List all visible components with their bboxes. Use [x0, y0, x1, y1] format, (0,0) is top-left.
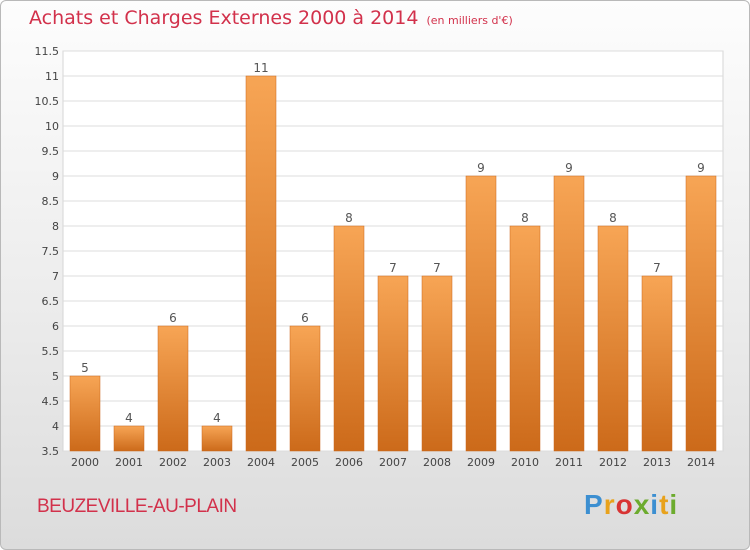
y-tick-label: 7.5 [42, 245, 60, 258]
chart-title: Achats et Charges Externes 2000 à 2014 [29, 7, 419, 29]
bar [509, 225, 541, 452]
y-tick-label: 11.5 [35, 45, 60, 58]
y-tick-label: 6 [52, 320, 59, 333]
x-tick-label: 2005 [291, 456, 319, 469]
x-tick-label: 2012 [599, 456, 627, 469]
x-tick-label: 2014 [687, 456, 715, 469]
x-axis: 2000 2001 2002 2003 2004 2005 2006 2007 2008 2009… [71, 456, 715, 469]
y-tick-label: 8 [52, 220, 59, 233]
bar [641, 275, 673, 452]
bar-value-label: 5 [81, 361, 89, 375]
brand-letter: x [633, 489, 651, 520]
y-tick-label: 10 [45, 120, 59, 133]
brand-letter: t [659, 489, 670, 520]
bar [685, 175, 717, 452]
y-tick-label: 11 [45, 70, 59, 83]
bar-value-label: 8 [345, 211, 353, 225]
title-row: Achats et Charges Externes 2000 à 2014 (e… [29, 7, 513, 29]
bar-value-label: 8 [609, 211, 617, 225]
y-axis: 3.5 4 4.5 5 5.5 6 6.5 7 7.5 8 8.5 9 9.5 10 10.5 11 11.5 [35, 45, 60, 458]
y-tick-label: 8.5 [42, 195, 60, 208]
bar [421, 275, 453, 452]
x-tick-label: 2004 [247, 456, 275, 469]
bar-value-label: 9 [697, 161, 705, 175]
bar-value-label: 4 [213, 411, 221, 425]
x-tick-label: 2000 [71, 456, 99, 469]
x-tick-label: 2006 [335, 456, 363, 469]
bar-value-label: 7 [653, 261, 661, 275]
bar-value-label: 8 [521, 211, 529, 225]
bar [201, 425, 233, 452]
brand-letter: i [650, 489, 660, 520]
y-tick-label: 4 [52, 420, 59, 433]
y-tick-label: 6.5 [42, 295, 60, 308]
brand-logo: Proxiti [584, 489, 678, 521]
y-tick-label: 9.5 [42, 145, 60, 158]
x-tick-label: 2009 [467, 456, 495, 469]
bar [377, 275, 409, 452]
bar [333, 225, 365, 452]
bar [289, 325, 321, 452]
bar-value-label: 9 [477, 161, 485, 175]
x-tick-label: 2003 [203, 456, 231, 469]
x-tick-label: 2002 [159, 456, 187, 469]
y-tick-label: 4.5 [42, 395, 60, 408]
chart-unit: (en milliers d'€) [426, 14, 513, 27]
y-tick-label: 9 [52, 170, 59, 183]
bar [69, 375, 101, 452]
bar-value-label: 7 [389, 261, 397, 275]
bar [113, 425, 145, 452]
bar-value-label: 11 [253, 61, 268, 75]
brand-letter: P [584, 489, 604, 520]
bar-value-label: 7 [433, 261, 441, 275]
bar [597, 225, 629, 452]
bar-value-label: 9 [565, 161, 573, 175]
bar [553, 175, 585, 452]
y-tick-label: 7 [52, 270, 59, 283]
x-tick-label: 2010 [511, 456, 539, 469]
x-tick-label: 2007 [379, 456, 407, 469]
x-tick-label: 2011 [555, 456, 583, 469]
bars: 5 4 6 4 11 6 8 7 7 9 8 9 8 7 9 [69, 61, 717, 452]
bar-value-label: 6 [169, 311, 177, 325]
brand-letter: o [615, 489, 634, 520]
bar-value-label: 4 [125, 411, 133, 425]
x-tick-label: 2008 [423, 456, 451, 469]
x-tick-label: 2013 [643, 456, 671, 469]
y-tick-label: 5 [52, 370, 59, 383]
bar-value-label: 6 [301, 311, 309, 325]
y-tick-label: 3.5 [42, 445, 60, 458]
bar [157, 325, 189, 452]
brand-letter: i [669, 489, 679, 520]
commune-name: BEUZEVILLE-AU-PLAIN [37, 496, 237, 517]
bar [245, 75, 277, 452]
y-tick-label: 10.5 [35, 95, 60, 108]
y-tick-label: 5.5 [42, 345, 60, 358]
x-tick-label: 2001 [115, 456, 143, 469]
brand-letter: r [603, 489, 616, 520]
bar [465, 175, 497, 452]
